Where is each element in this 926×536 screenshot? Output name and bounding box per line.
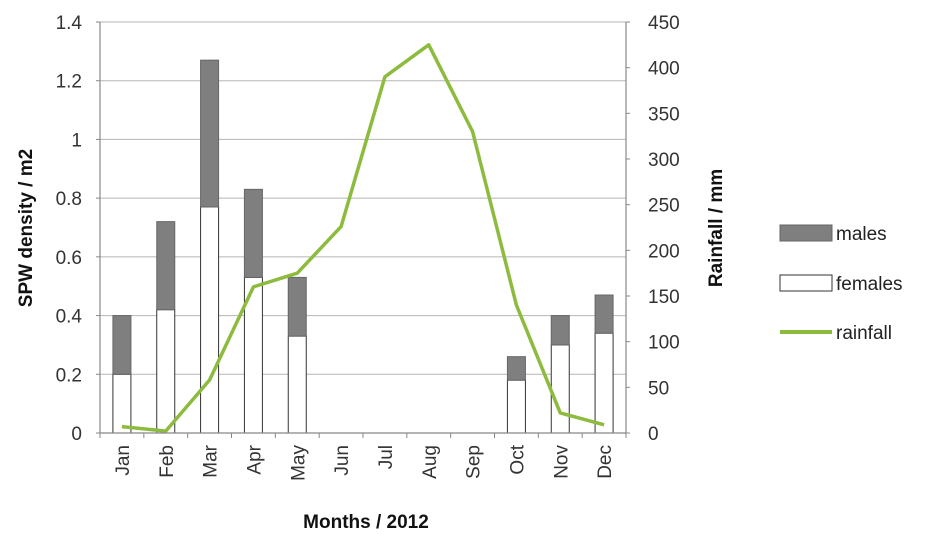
x-tick-label: Mar bbox=[201, 444, 222, 477]
x-tick-label: Aug bbox=[420, 445, 441, 479]
axes bbox=[96, 21, 630, 438]
bar-males-apr bbox=[243, 188, 263, 278]
y-tick-label: 1.2 bbox=[56, 72, 82, 93]
x-tick-label: Oct bbox=[507, 444, 528, 474]
y-tick-label: 0.6 bbox=[56, 248, 82, 269]
legend-label-females: females bbox=[836, 274, 903, 295]
y-axis-title: SPW density / m2 bbox=[16, 149, 37, 307]
x-axis-tick-labels: Jan Feb Mar Apr May Jun Jul Aug Sep Oct Nov Dec bbox=[113, 444, 616, 481]
y2-tick-label: 200 bbox=[648, 241, 680, 262]
y2-tick-label: 50 bbox=[648, 378, 669, 399]
bar-males-mar bbox=[200, 59, 220, 208]
bars bbox=[112, 59, 614, 434]
legend: males females rainfall bbox=[779, 224, 903, 344]
left-axis-tick-labels: 0 0.2 0.4 0.6 0.8 1 1.2 1.4 bbox=[56, 13, 83, 445]
bar-females-dec bbox=[594, 332, 614, 434]
x-tick-label: Sep bbox=[464, 445, 485, 479]
y-tick-label: 0.4 bbox=[56, 307, 83, 328]
x-tick-label: Apr bbox=[244, 444, 265, 474]
bar-males-may bbox=[287, 276, 307, 337]
y2-tick-label: 300 bbox=[648, 150, 680, 171]
x-tick-label: Jun bbox=[332, 445, 353, 476]
y-tick-label: 1 bbox=[71, 130, 82, 151]
bar-females-mar bbox=[200, 206, 220, 434]
x-tick-label: Jul bbox=[376, 445, 397, 469]
legend-swatch-males bbox=[779, 224, 833, 242]
rainfall-line bbox=[121, 43, 605, 433]
y2-tick-label: 350 bbox=[648, 104, 680, 125]
y2-axis-title: Rainfall / mm bbox=[706, 169, 727, 287]
legend-swatch-females bbox=[779, 274, 833, 292]
x-tick-label: May bbox=[288, 445, 309, 481]
bar-females-jan bbox=[112, 373, 132, 434]
y-tick-label: 1.4 bbox=[56, 13, 83, 34]
x-tick-label: Feb bbox=[157, 445, 178, 478]
bar-males-dec bbox=[594, 294, 614, 334]
bar-females-may bbox=[287, 335, 307, 434]
y2-tick-label: 100 bbox=[648, 333, 680, 354]
x-axis-title: Months / 2012 bbox=[303, 512, 429, 533]
y2-tick-label: 0 bbox=[648, 424, 659, 445]
y2-tick-label: 250 bbox=[648, 196, 680, 217]
y2-tick-label: 400 bbox=[648, 59, 680, 80]
bar-males-jan bbox=[112, 315, 132, 375]
y-tick-label: 0.2 bbox=[56, 365, 82, 386]
y-tick-label: 0 bbox=[71, 424, 82, 445]
legend-label-males: males bbox=[836, 224, 887, 245]
legend-label-rainfall: rainfall bbox=[836, 323, 892, 344]
y-tick-label: 0.8 bbox=[56, 189, 82, 210]
gridlines bbox=[100, 21, 626, 375]
bar-males-feb bbox=[156, 221, 176, 311]
bar-females-oct bbox=[506, 379, 526, 434]
bar-males-oct bbox=[506, 356, 526, 381]
rainfall-line-layer bbox=[121, 43, 605, 433]
x-tick-label: Jan bbox=[113, 445, 134, 476]
y2-tick-label: 450 bbox=[648, 13, 680, 34]
right-axis-tick-labels: 0 50 100 150 200 250 300 350 400 450 bbox=[648, 13, 680, 445]
x-tick-label: Dec bbox=[595, 445, 616, 479]
bar-males-nov bbox=[550, 315, 570, 346]
y2-tick-label: 150 bbox=[648, 287, 680, 308]
bar-females-nov bbox=[550, 344, 570, 434]
bar-females-feb bbox=[156, 309, 176, 434]
x-tick-label: Nov bbox=[551, 445, 572, 479]
